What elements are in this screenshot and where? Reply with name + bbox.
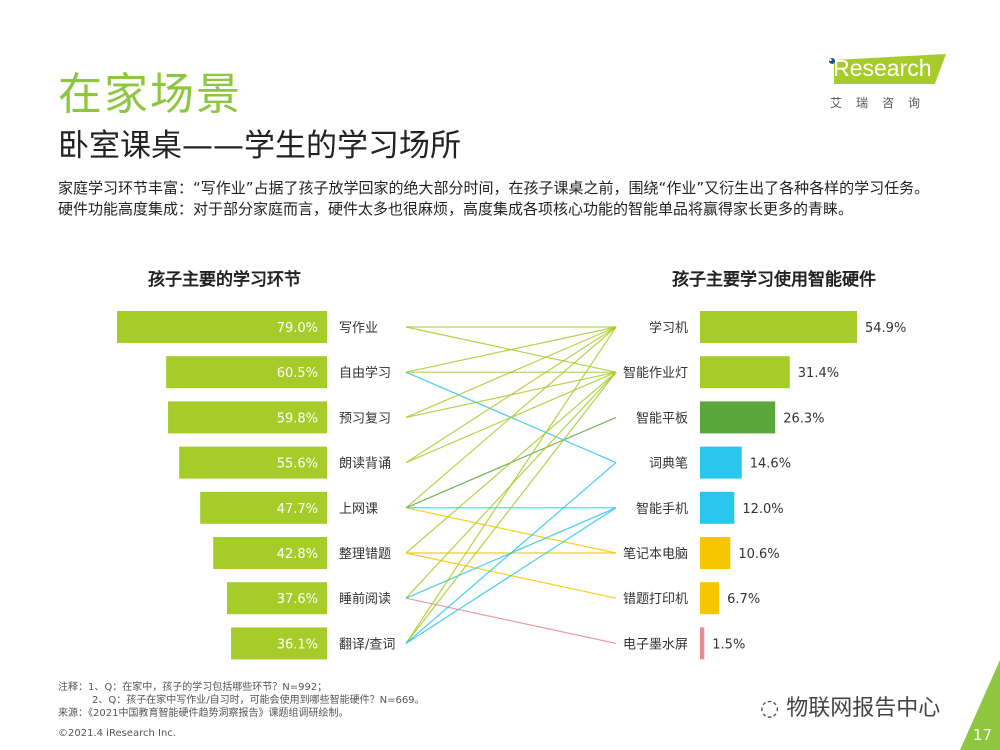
left-category-label: 上网课 bbox=[339, 502, 378, 517]
right-bar bbox=[700, 311, 857, 343]
right-category-label: 笔记本电脑 bbox=[623, 546, 688, 562]
left-bar-value: 37.6% bbox=[277, 592, 318, 607]
right-bar-value: 12.0% bbox=[742, 502, 783, 517]
right-bar bbox=[700, 537, 731, 569]
link-line bbox=[405, 326, 617, 509]
left-bar bbox=[227, 582, 327, 615]
page-title: 在家场景 bbox=[58, 69, 242, 120]
left-bar bbox=[168, 401, 327, 434]
link-line bbox=[405, 371, 617, 644]
source-line: 来源：《2021中国教育智能硬件趋势洞察报告》课题组调研绘制。 bbox=[58, 708, 349, 719]
description-line: 硬件功能高度集成：对于部分家庭而言，硬件太多也很麻烦，高度集成各项核心功能的智能… bbox=[58, 200, 854, 218]
link-line bbox=[405, 597, 617, 644]
left-category-label: 自由学习 bbox=[339, 365, 391, 381]
left-bar-value: 59.8% bbox=[277, 411, 318, 426]
link-line bbox=[405, 326, 617, 464]
right-bar-value: 1.5% bbox=[712, 637, 745, 652]
right-chart-title: 孩子主要学习使用智能硬件 bbox=[672, 270, 876, 290]
note-line: 2、Q：孩子在家中写作业/自习时，可能会使用到哪些智能硬件？N=669。 bbox=[92, 695, 425, 706]
left-bar bbox=[200, 491, 327, 524]
left-bar-value: 36.1% bbox=[277, 637, 318, 652]
left-bar bbox=[117, 311, 327, 343]
description-line: 家庭学习环节丰富：“写作业”占据了孩子放学回家的绝大部分时间，在孩子课桌之前，围… bbox=[58, 179, 930, 197]
left-category-label: 朗读背诵 bbox=[339, 457, 391, 472]
link-line bbox=[405, 371, 617, 554]
link-line bbox=[405, 326, 617, 644]
link-line bbox=[405, 326, 617, 418]
right-category-label: 智能平板 bbox=[636, 411, 688, 426]
left-category-label: 写作业 bbox=[339, 321, 378, 336]
right-category-label: 智能手机 bbox=[636, 502, 688, 517]
right-category-label: 错题打印机 bbox=[623, 592, 688, 607]
left-bar-value: 55.6% bbox=[277, 457, 318, 472]
copyright: ©2021.4 iResearch Inc. bbox=[58, 728, 176, 739]
description: 家庭学习环节丰富：“写作业”占据了孩子放学回家的绝大部分时间，在孩子课桌之前，围… bbox=[58, 178, 948, 220]
right-bar bbox=[700, 627, 705, 660]
link-line bbox=[405, 326, 617, 373]
right-bar-value: 54.9% bbox=[865, 321, 906, 336]
right-bar-value: 26.3% bbox=[783, 411, 824, 426]
left-bar-value: 79.0% bbox=[277, 321, 318, 336]
left-bar-value: 42.8% bbox=[277, 547, 318, 562]
right-bar bbox=[700, 491, 735, 524]
left-chart-title: 孩子主要的学习环节 bbox=[148, 270, 301, 290]
notes: 注释：1、Q：在家中，孩子的学习包括哪些环节？N=992； 2、Q：孩子在家中写… bbox=[58, 681, 425, 720]
left-category-label: 睡前阅读 bbox=[339, 591, 391, 607]
page-number: 17 bbox=[972, 726, 992, 744]
left-bar bbox=[179, 446, 327, 479]
note-line: 注释：1、Q：在家中，孩子的学习包括哪些环节？N=992； bbox=[58, 682, 328, 693]
right-bar bbox=[700, 582, 720, 615]
left-bar bbox=[213, 537, 327, 569]
right-bar bbox=[700, 401, 776, 434]
left-category-label: 整理错题 bbox=[339, 547, 391, 562]
left-bar bbox=[231, 627, 327, 660]
left-category-label: 预习复习 bbox=[339, 411, 391, 426]
left-bar-value: 47.7% bbox=[277, 502, 318, 517]
link-line bbox=[405, 462, 617, 644]
right-category-label: 电子墨水屏 bbox=[623, 637, 688, 652]
right-bar bbox=[700, 356, 790, 389]
link-line bbox=[405, 507, 617, 554]
right-bar-value: 31.4% bbox=[798, 366, 839, 381]
left-bar bbox=[166, 356, 327, 389]
link-line bbox=[405, 507, 617, 644]
right-bar-value: 6.7% bbox=[727, 592, 760, 607]
left-category-label: 翻译/查词 bbox=[339, 637, 395, 652]
right-category-label: 词典笔 bbox=[649, 456, 688, 472]
right-bar bbox=[700, 446, 742, 479]
left-bar-value: 60.5% bbox=[277, 366, 318, 381]
page-subtitle: 卧室课桌——学生的学习场所 bbox=[58, 128, 461, 164]
iresearch-logo: iResearch 艾瑞咨询 bbox=[822, 52, 952, 112]
right-bar-value: 14.6% bbox=[750, 457, 791, 472]
right-category-label: 智能作业灯 bbox=[623, 366, 688, 381]
watermark: ◌ 物联网报告中心 bbox=[760, 696, 941, 721]
right-bar-value: 10.6% bbox=[738, 547, 779, 562]
right-category-label: 学习机 bbox=[649, 320, 688, 336]
